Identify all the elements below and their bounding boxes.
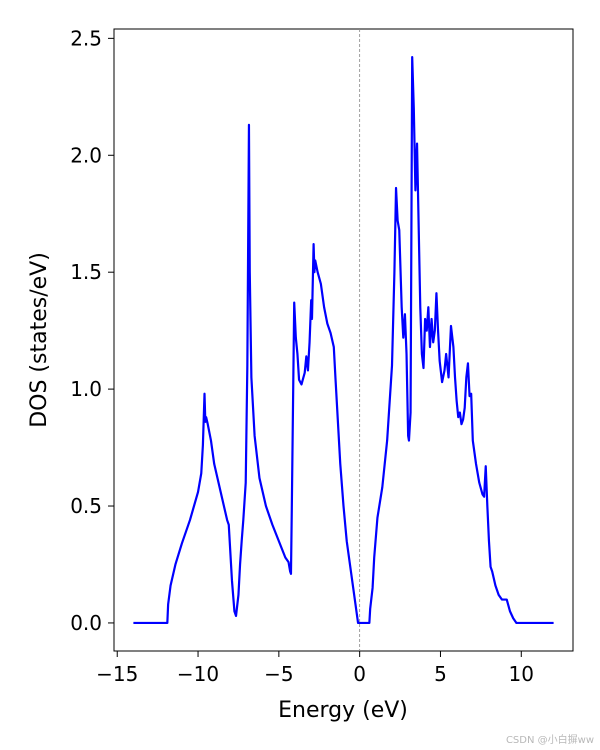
- x-tick-label: 10: [509, 662, 534, 686]
- y-axis-label: DOS (states/eV): [27, 252, 52, 428]
- y-tick-label: 2.5: [70, 26, 102, 50]
- plot-frame: [113, 28, 574, 652]
- watermark-text: CSDN @小白摒ww: [505, 735, 594, 746]
- x-tick-label: 5: [434, 662, 447, 686]
- y-axis-ticks: 0.0 0.5 1.0 1.5 2.0 2.5: [70, 26, 114, 635]
- plot-area-border: [113, 28, 574, 652]
- x-axis-ticks: −15 −10 −5 0 5 10: [96, 651, 534, 686]
- y-tick-label: 2.0: [70, 143, 102, 167]
- x-tick-label: −10: [177, 662, 219, 686]
- x-axis-label: Energy (eV): [278, 698, 408, 723]
- x-tick-label: −5: [264, 662, 293, 686]
- x-tick-label: −15: [96, 662, 138, 686]
- x-tick-label: 0: [353, 662, 366, 686]
- y-tick-label: 0.5: [70, 494, 102, 518]
- y-tick-label: 0.0: [70, 611, 102, 635]
- y-tick-label: 1.0: [70, 377, 102, 401]
- y-tick-label: 1.5: [70, 260, 102, 284]
- dos-series-line: [133, 55, 554, 625]
